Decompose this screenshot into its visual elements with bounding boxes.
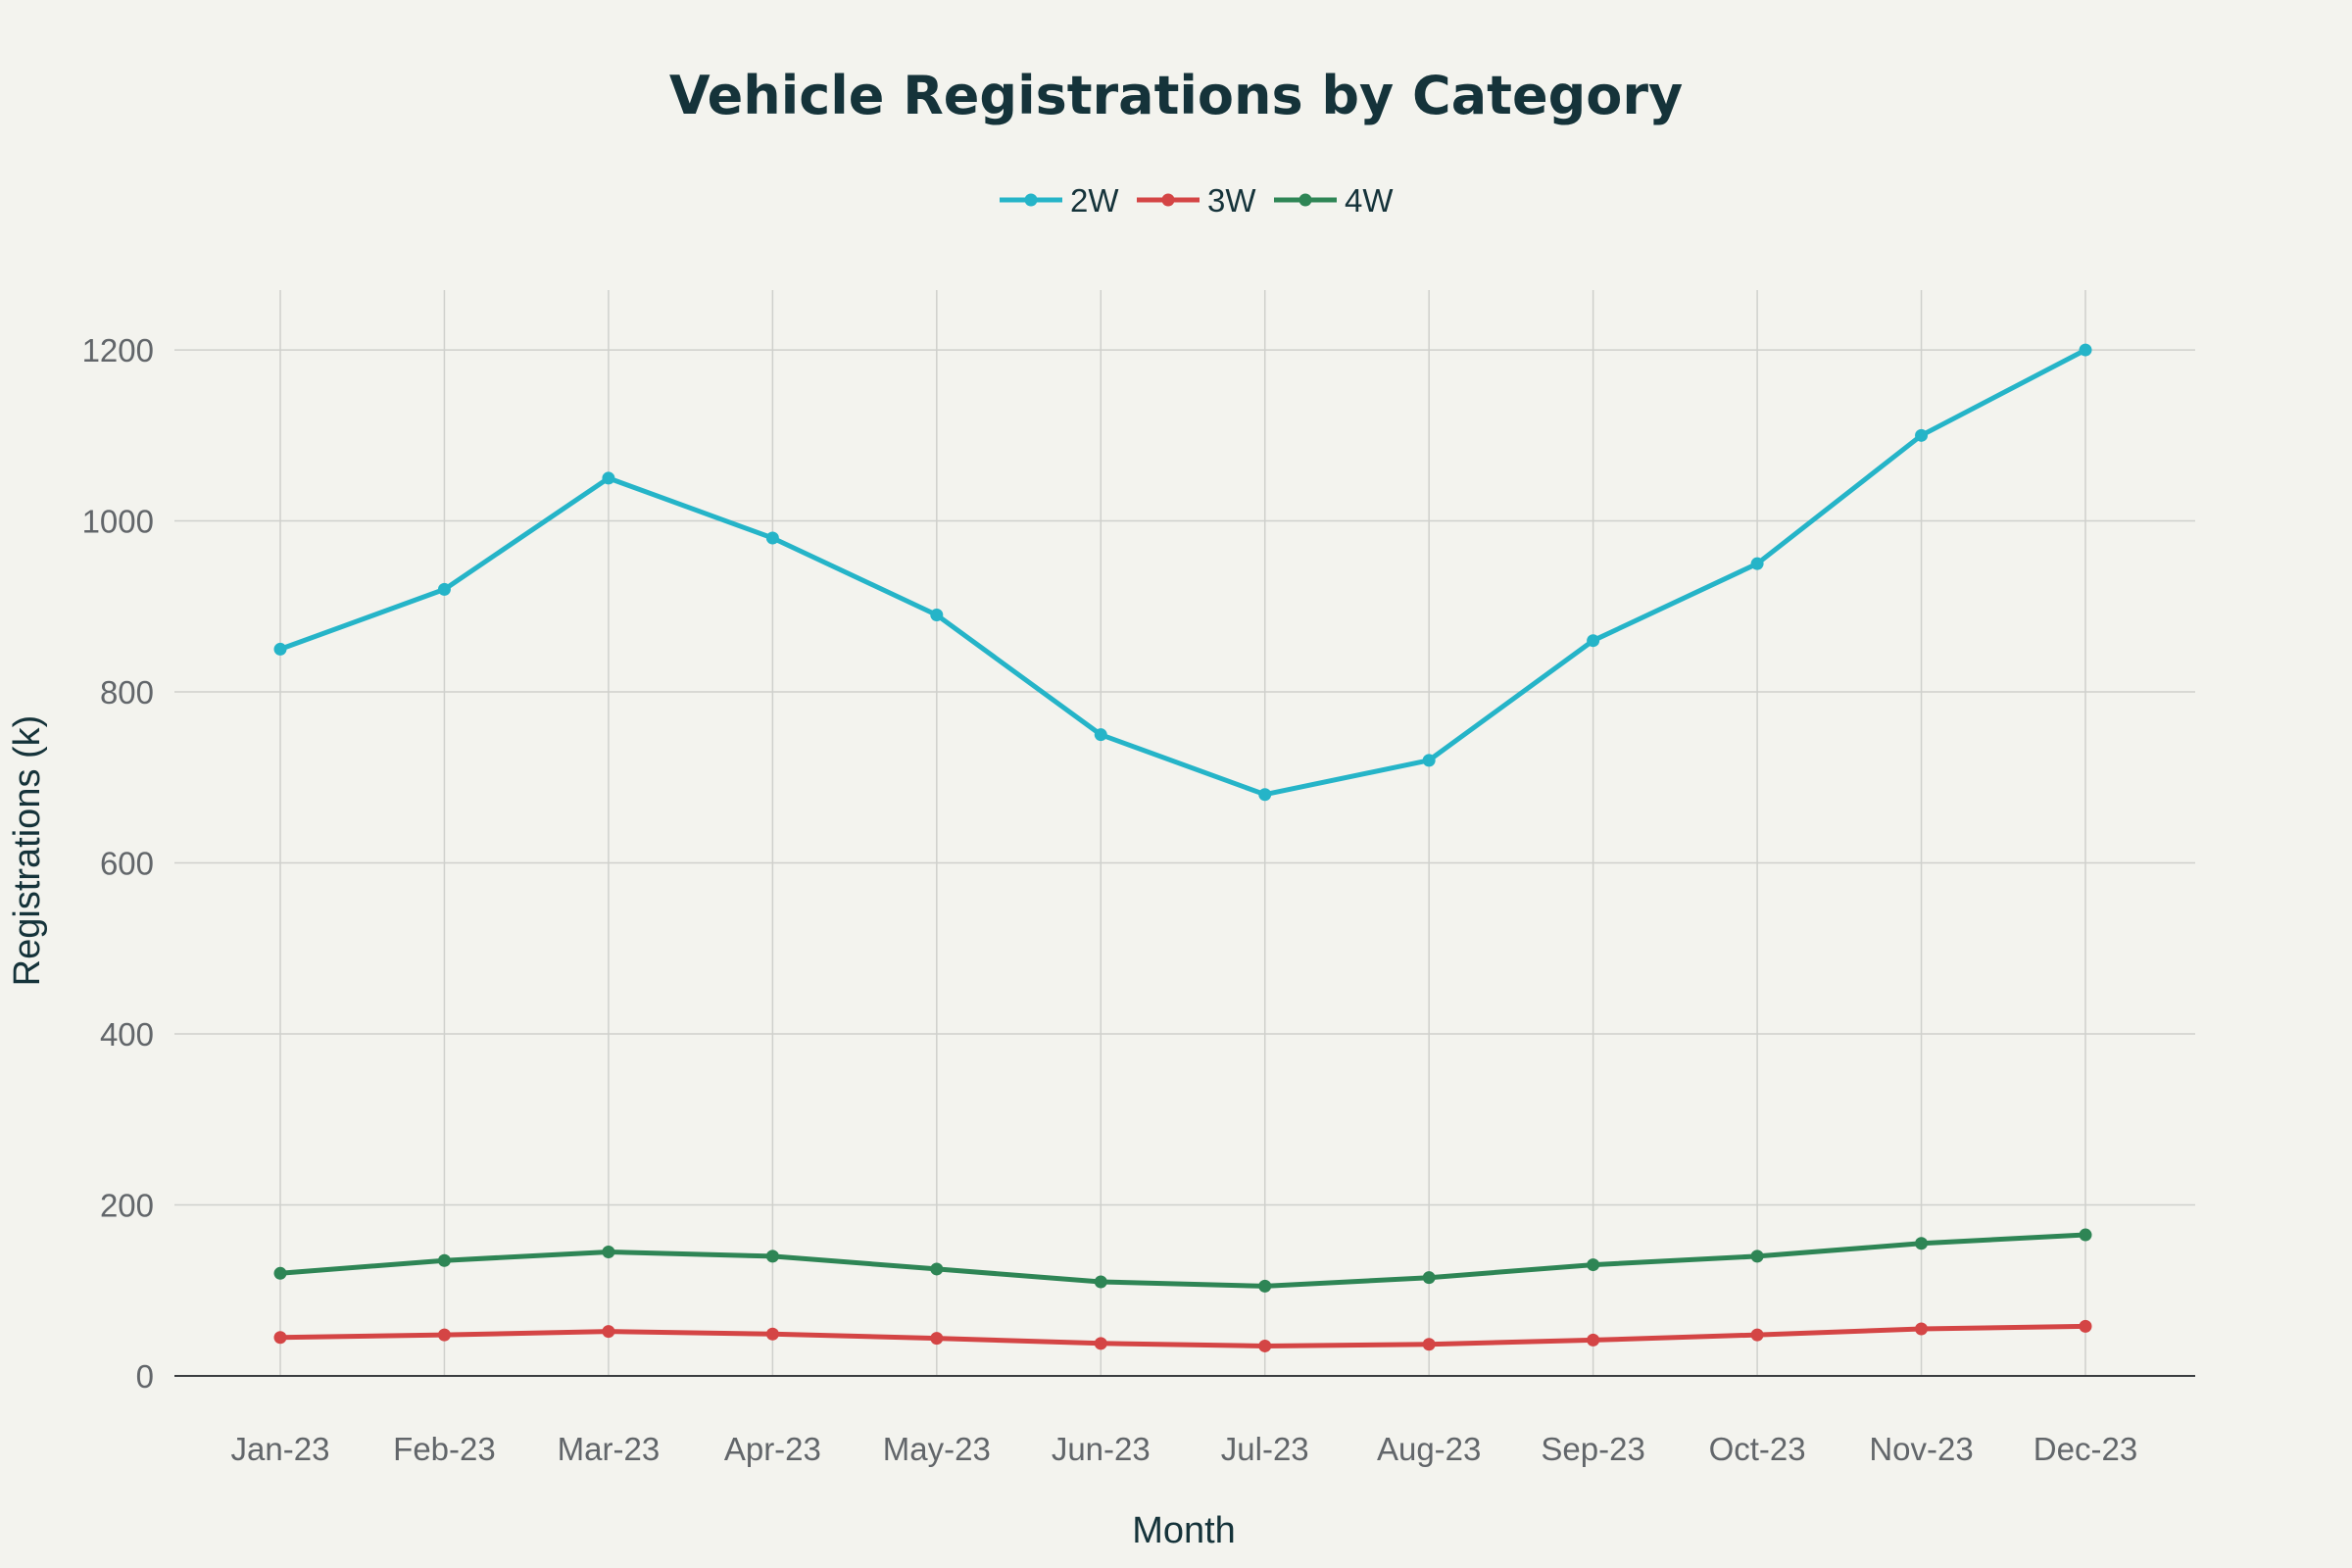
data-point-4w (1094, 1275, 1107, 1289)
data-point-4w (765, 1250, 779, 1263)
legend-item-4w: 4W (1274, 182, 1394, 219)
x-tick-label: Oct-23 (1709, 1431, 1806, 1467)
data-point-4w (1587, 1258, 1600, 1272)
data-point-3w (1258, 1339, 1272, 1352)
x-tick-label: May-23 (883, 1431, 991, 1467)
x-tick-label: Dec-23 (2034, 1431, 2137, 1467)
series-layer (273, 343, 2092, 1352)
data-point-2w (602, 471, 615, 485)
data-point-3w (930, 1332, 944, 1346)
y-axis-title: Registrations (k) (7, 715, 48, 987)
data-point-2w (1915, 428, 1929, 442)
data-point-4w (602, 1245, 615, 1258)
y-tick-label: 200 (100, 1188, 154, 1224)
y-tick-label: 1000 (82, 504, 154, 540)
data-point-2w (2079, 343, 2092, 357)
data-point-2w (1750, 557, 1764, 570)
data-point-2w (765, 531, 779, 545)
data-point-2w (273, 642, 287, 656)
data-point-3w (1750, 1328, 1764, 1342)
y-tick-label: 600 (100, 846, 154, 882)
x-tick-label: Sep-23 (1541, 1431, 1644, 1467)
data-point-3w (1094, 1337, 1107, 1350)
x-tick-label: Jul-23 (1221, 1431, 1309, 1467)
x-tick-label: Feb-23 (393, 1431, 496, 1467)
data-point-3w (273, 1331, 287, 1345)
data-point-2w (437, 582, 451, 596)
data-point-4w (1750, 1250, 1764, 1263)
legend-item-3w: 3W (1137, 182, 1256, 219)
data-point-3w (1587, 1333, 1600, 1347)
data-point-4w (930, 1262, 944, 1276)
series-line-2w (277, 347, 2088, 798)
legend-label-2w: 2W (1070, 182, 1119, 219)
legend: 2W 3W 4W (1000, 182, 1394, 219)
data-point-4w (1422, 1271, 1436, 1285)
data-point-3w (437, 1328, 451, 1342)
y-tick-label: 400 (100, 1016, 154, 1053)
data-point-3w (1915, 1322, 1929, 1336)
y-tick-label: 1200 (82, 332, 154, 368)
legend-label-3w: 3W (1207, 182, 1256, 219)
y-tick-label: 800 (100, 674, 154, 710)
data-point-4w (1258, 1279, 1272, 1293)
data-point-2w (1422, 754, 1436, 767)
chart-title: Vehicle Registrations by Category (669, 65, 1683, 126)
data-point-2w (930, 609, 944, 622)
x-tick-label: Mar-23 (558, 1431, 661, 1467)
data-point-3w (602, 1325, 615, 1339)
data-point-4w (1915, 1237, 1929, 1250)
data-point-2w (1258, 788, 1272, 802)
y-axis: 0 200 400 600 800 1000 1200 (82, 332, 154, 1395)
legend-marker-2w (1024, 193, 1038, 207)
data-point-4w (273, 1266, 287, 1280)
legend-marker-4w (1298, 193, 1312, 207)
series-line-3w (277, 1323, 2088, 1348)
legend-label-4w: 4W (1345, 182, 1394, 219)
x-tick-label: Apr-23 (724, 1431, 821, 1467)
data-point-2w (1094, 728, 1107, 742)
gridlines (174, 290, 2195, 1377)
x-tick-label: Jun-23 (1052, 1431, 1151, 1467)
data-point-4w (437, 1253, 451, 1267)
x-tick-label: Jan-23 (231, 1431, 330, 1467)
data-point-4w (2079, 1228, 2092, 1242)
data-point-2w (1587, 634, 1600, 648)
y-tick-label: 0 (136, 1358, 154, 1395)
x-axis-title: Month (1132, 1510, 1236, 1551)
legend-marker-3w (1161, 193, 1175, 207)
x-tick-label: Nov-23 (1869, 1431, 1973, 1467)
x-tick-label: Aug-23 (1377, 1431, 1481, 1467)
x-axis: Jan-23 Feb-23 Mar-23 Apr-23 May-23 Jun-23 Jul-… (231, 1431, 2138, 1467)
data-point-3w (1422, 1338, 1436, 1351)
series-line-4w (277, 1232, 2088, 1289)
legend-item-2w: 2W (1000, 182, 1119, 219)
data-point-3w (765, 1327, 779, 1341)
data-point-3w (2079, 1319, 2092, 1333)
